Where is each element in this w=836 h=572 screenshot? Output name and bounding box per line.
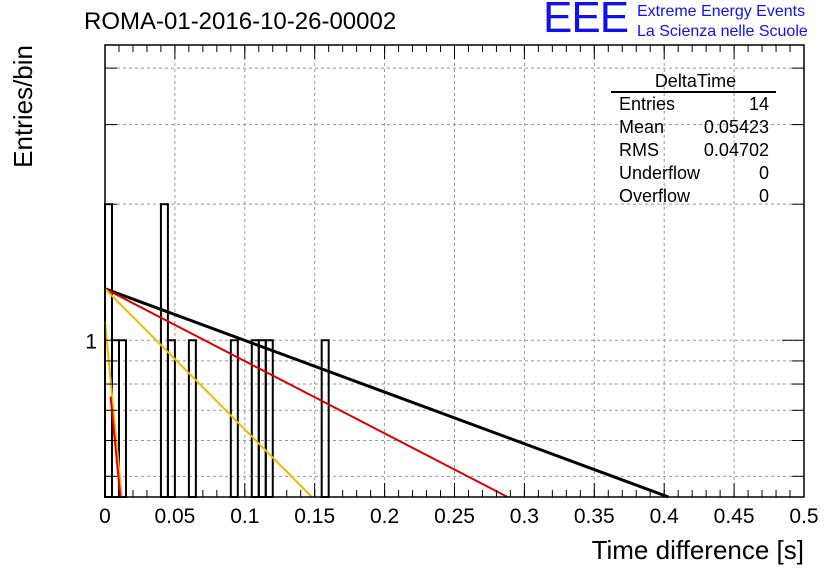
x-tick-label: 0.15 (294, 505, 335, 528)
fit-line (104, 288, 313, 498)
stats-box: DeltaTime Entries 14 Mean 0.05423 RMS 0.04702U… (611, 71, 776, 206)
stats-name: DeltaTime (655, 71, 736, 91)
histogram-bar (320, 339, 330, 498)
x-tick-label: 0.35 (574, 505, 615, 528)
y-tick-labels: 1 (85, 330, 97, 353)
x-tick-labels: 0 0.05 0.1 0.15 0.2 0.25 0.3 0.35 0.4 0.45 0.5 (99, 505, 818, 528)
histogram-bar (250, 339, 260, 498)
x-tick-label: 0.4 (650, 505, 680, 528)
x-axis-title: Time difference [s] (592, 535, 804, 565)
stats-row-value: 0.05423 (704, 117, 769, 137)
stats-row-value: 0 (759, 186, 769, 206)
logo-line-1: Extreme Energy Events (637, 3, 806, 20)
stats-row-label: Overflow (619, 186, 691, 206)
histogram-bar (166, 339, 176, 498)
stats-row-value: 0 (759, 163, 769, 183)
fit-lines (104, 287, 669, 499)
x-tick-label: 0.25 (434, 505, 475, 528)
x-tick-label: 0.45 (714, 505, 755, 528)
x-tick-label: 0.2 (370, 505, 399, 528)
x-tick-label: 0.5 (789, 505, 818, 528)
plot-title: ROMA-01-2016-10-26-00002 (84, 8, 397, 35)
fit-line (109, 396, 122, 498)
stats-row-label: Underflow (619, 163, 701, 183)
x-tick-label: 0 (99, 505, 111, 528)
grid-lines (105, 45, 804, 497)
y-tick-label: 1 (85, 330, 97, 353)
histogram-bar (264, 339, 274, 498)
y-axis-title: Entries/bin (8, 45, 38, 168)
histogram-bar (257, 339, 267, 498)
stats-row-label: Mean (619, 117, 664, 137)
stats-row-value: 14 (749, 94, 769, 114)
stats-row-value: 0.04702 (704, 140, 769, 160)
x-tick-label: 0.05 (154, 505, 195, 528)
histogram-bar (187, 339, 197, 498)
fit-line (104, 321, 123, 498)
x-tick-label: 0.1 (230, 505, 259, 528)
axis-ticks (104, 45, 805, 497)
eee-logo: EEE (543, 0, 629, 42)
stats-row-label: RMS (619, 140, 659, 160)
fit-line (104, 287, 669, 499)
fit-line (104, 287, 509, 498)
logo-line-2: La Scienza nelle Scuole (637, 23, 808, 40)
stats-row-label: Entries (619, 94, 675, 114)
x-tick-label: 0.3 (510, 505, 539, 528)
histogram-bars (104, 203, 330, 498)
